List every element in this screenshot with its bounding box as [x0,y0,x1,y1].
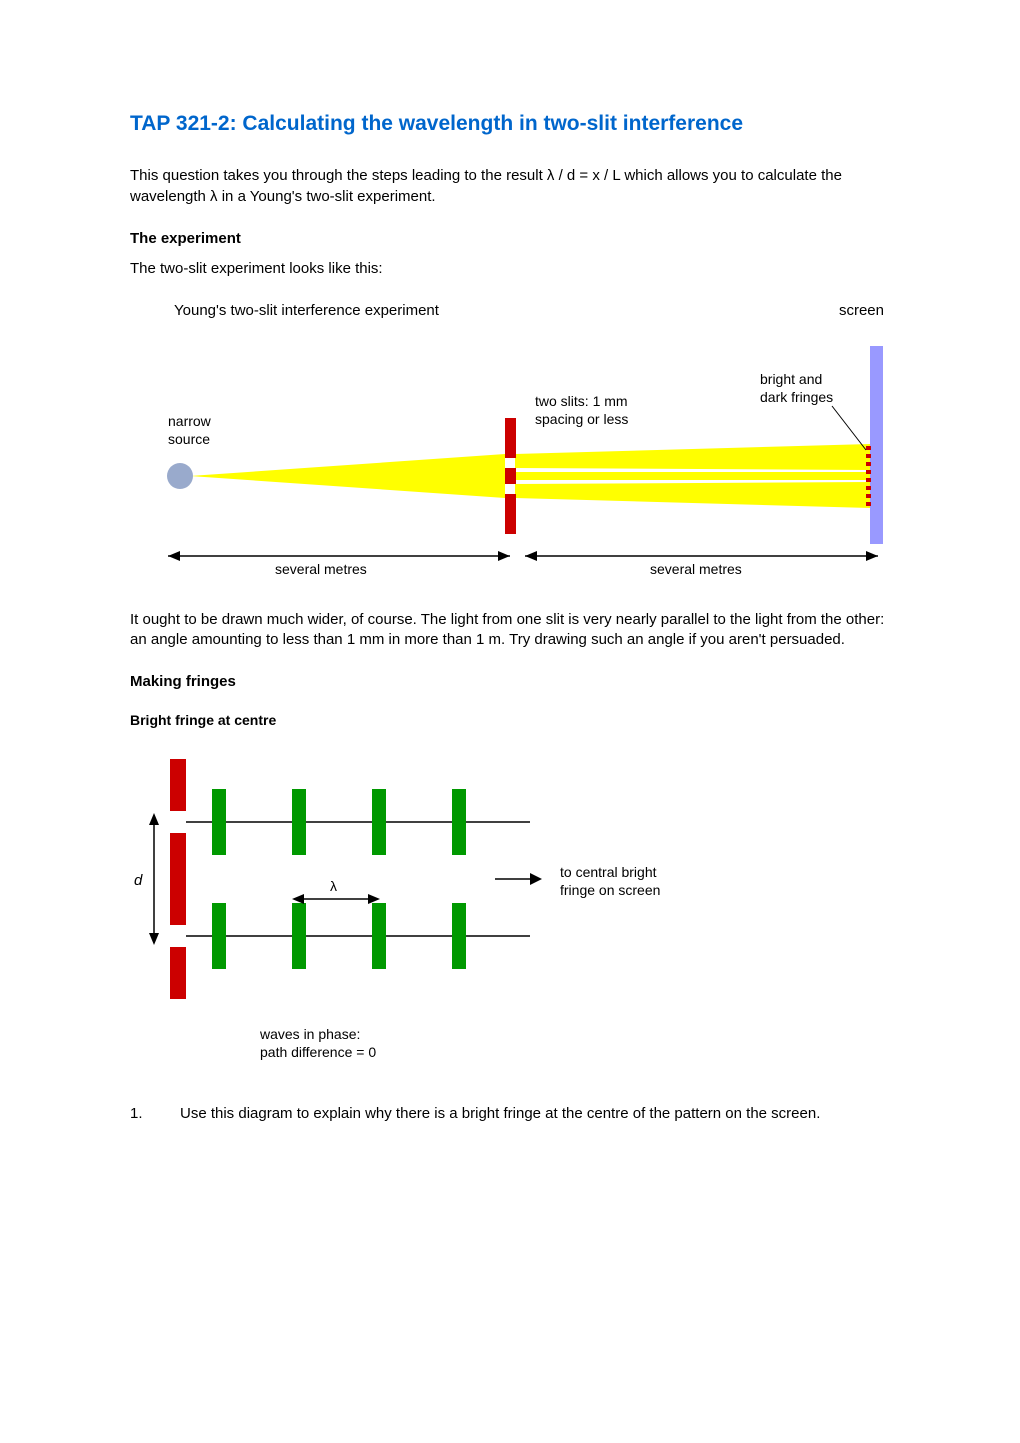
d2-bottom-label2: path difference = 0 [260,1044,376,1060]
d1-right-measure: several metres [650,561,742,576]
screen-bar [870,346,883,544]
d2-d-arrow-head-t [149,813,159,825]
diagram2-caption: Bright fringe at centre [130,711,890,730]
d1-arrow-right-head1 [525,551,537,561]
d2-bottom-label1: waves in phase: [259,1026,360,1042]
d1-fringe-pointer [832,406,866,450]
beam-right-top [515,444,870,470]
source-circle [167,463,193,489]
question-1-number: 1. [130,1104,180,1124]
d2-to-arrow-head [530,873,542,885]
intro-paragraph: This question takes you through the step… [130,166,890,207]
d2-d-arrow-head-b [149,933,159,945]
beam-right-bot [515,482,870,508]
d2-bar-mid [170,833,186,925]
d2-bar-top [170,759,186,811]
d1-source-label1: narrow [168,413,212,429]
section-making-fringes-head: Making fringes [130,672,890,692]
after-diagram1-paragraph: It ought to be drawn much wider, of cour… [130,610,890,651]
diagram1-caption: Young's two-slit interference experiment [130,301,439,321]
d2-lambda-h2 [368,894,380,904]
d2-lambda-h1 [292,894,304,904]
d2-bar-bot [170,947,186,999]
slit-bar-mid [505,468,516,484]
diagram1-screen-label: screen [839,301,890,321]
page-title: TAP 321-2: Calculating the wavelength in… [130,110,890,138]
d1-left-measure: several metres [275,561,367,576]
d1-fringes-label2: dark fringes [760,389,833,405]
beam-left [190,454,505,498]
d1-arrow-right-head2 [866,551,878,561]
beam-right-mid [515,472,870,480]
d2-d-label: d [134,872,143,889]
diagram-bright-fringe-centre: d λ to central bright fringe on screen w… [130,739,890,1075]
question-1: 1. Use this diagram to explain why there… [130,1104,890,1124]
diagram2-svg: d λ to central bright fringe on screen w… [130,739,750,1069]
d1-arrow-left-head2 [498,551,510,561]
section-experiment-line: The two-slit experiment looks like this: [130,259,890,279]
d1-slits-label2: spacing or less [535,411,628,427]
slit-bar-bot [505,494,516,534]
d2-lambda-label: λ [330,878,337,894]
d1-arrow-left-head1 [168,551,180,561]
d1-source-label2: source [168,431,210,447]
d2-to-label2: fringe on screen [560,882,660,898]
d2-to-label1: to central bright [560,864,657,880]
diagram1-svg: narrow source two slits: 1 mm spacing or… [130,326,890,576]
d1-fringes-label1: bright and [760,371,822,387]
section-experiment-head: The experiment [130,229,890,249]
diagram-two-slit-experiment: Young's two-slit interference experiment… [130,301,890,582]
slit-bar-top [505,418,516,458]
d1-slits-label1: two slits: 1 mm [535,393,628,409]
question-1-text: Use this diagram to explain why there is… [180,1104,890,1124]
